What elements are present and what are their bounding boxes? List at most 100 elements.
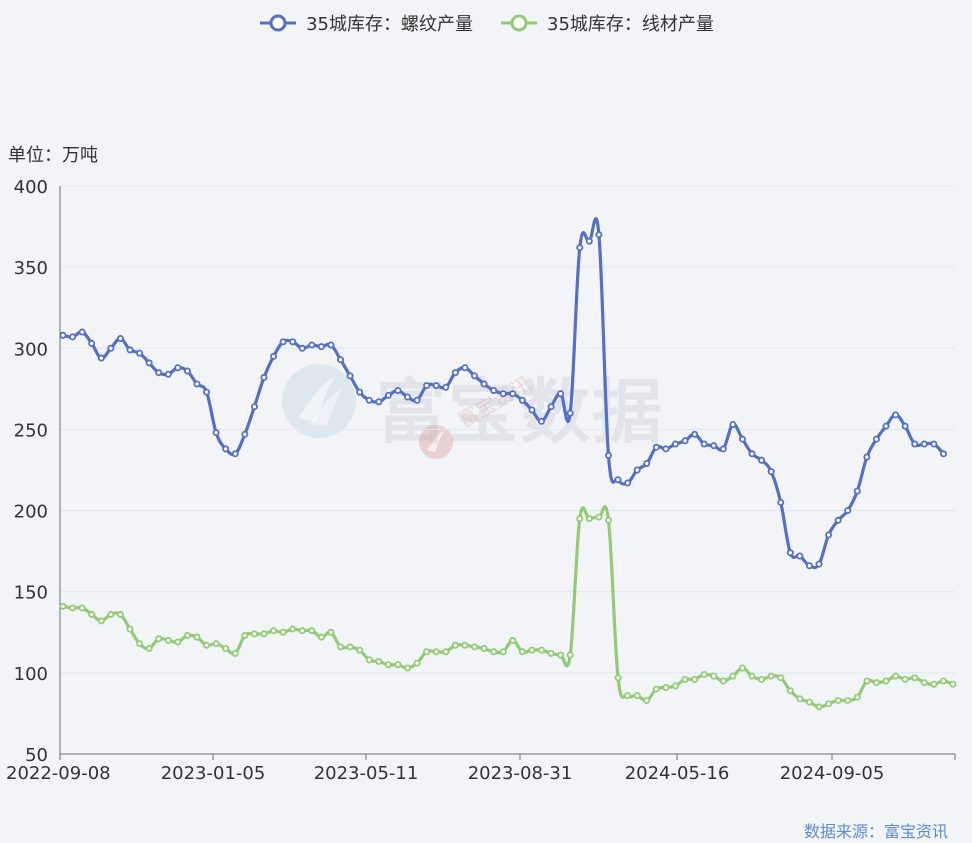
data-point[interactable] (595, 513, 603, 521)
data-point[interactable] (116, 335, 124, 343)
data-point[interactable] (710, 442, 718, 450)
data-point[interactable] (528, 646, 536, 654)
data-point[interactable] (652, 685, 660, 693)
data-point[interactable] (547, 403, 555, 411)
data-point[interactable] (585, 237, 593, 245)
data-point[interactable] (413, 396, 421, 404)
data-point[interactable] (490, 648, 498, 656)
data-point[interactable] (88, 339, 96, 347)
data-point[interactable] (604, 516, 612, 524)
data-point[interactable] (442, 648, 450, 656)
data-point[interactable] (662, 445, 670, 453)
data-point[interactable] (442, 383, 450, 391)
data-point[interactable] (518, 648, 526, 656)
data-point[interactable] (203, 641, 211, 649)
data-point[interactable] (308, 627, 316, 635)
data-point[interactable] (892, 411, 900, 419)
data-point[interactable] (384, 661, 392, 669)
data-point[interactable] (480, 645, 488, 653)
data-point[interactable] (882, 422, 890, 430)
data-point[interactable] (834, 516, 842, 524)
data-point[interactable] (758, 456, 766, 464)
data-point[interactable] (250, 403, 258, 411)
data-point[interactable] (748, 450, 756, 458)
data-point[interactable] (691, 675, 699, 683)
data-point[interactable] (652, 443, 660, 451)
data-point[interactable] (671, 440, 679, 448)
data-point[interactable] (624, 692, 632, 700)
data-point[interactable] (748, 672, 756, 680)
data-point[interactable] (844, 507, 852, 515)
data-point[interactable] (825, 531, 833, 539)
data-point[interactable] (920, 679, 928, 687)
data-point[interactable] (643, 696, 651, 704)
data-point[interactable] (729, 672, 737, 680)
data-point[interactable] (183, 632, 191, 640)
data-point[interactable] (863, 677, 871, 685)
data-point[interactable] (719, 445, 727, 453)
data-point[interactable] (566, 409, 574, 417)
data-point[interactable] (384, 391, 392, 399)
data-point[interactable] (183, 367, 191, 375)
data-point[interactable] (327, 341, 335, 349)
data-point[interactable] (260, 630, 268, 638)
data-point[interactable] (346, 643, 354, 651)
data-point[interactable] (308, 341, 316, 349)
data-point[interactable] (250, 630, 258, 638)
data-point[interactable] (566, 651, 574, 659)
data-point[interactable] (777, 674, 785, 682)
data-point[interactable] (576, 244, 584, 252)
data-point[interactable] (174, 364, 182, 372)
data-point[interactable] (729, 421, 737, 429)
data-point[interactable] (69, 333, 77, 341)
data-point[interactable] (939, 450, 947, 458)
data-point[interactable] (633, 466, 641, 474)
data-point[interactable] (88, 610, 96, 618)
data-point[interactable] (126, 346, 134, 354)
data-point[interactable] (78, 604, 86, 612)
data-point[interactable] (719, 677, 727, 685)
data-point[interactable] (643, 460, 651, 468)
data-point[interactable] (671, 682, 679, 690)
data-point[interactable] (604, 451, 612, 459)
data-point[interactable] (758, 675, 766, 683)
data-point[interactable] (825, 700, 833, 708)
data-point[interactable] (136, 349, 144, 357)
data-point[interactable] (662, 683, 670, 691)
data-point[interactable] (911, 674, 919, 682)
data-point[interactable] (557, 390, 565, 398)
data-point[interactable] (499, 648, 507, 656)
data-point[interactable] (97, 617, 105, 625)
data-point[interactable] (509, 390, 517, 398)
data-point[interactable] (155, 369, 163, 377)
data-point[interactable] (432, 382, 440, 390)
data-point[interactable] (930, 680, 938, 688)
data-point[interactable] (145, 359, 153, 367)
data-point[interactable] (710, 672, 718, 680)
data-point[interactable] (700, 440, 708, 448)
data-point[interactable] (260, 373, 268, 381)
data-point[interactable] (337, 643, 345, 651)
data-point[interactable] (327, 628, 335, 636)
data-point[interactable] (107, 610, 115, 618)
data-point[interactable] (853, 487, 861, 495)
data-point[interactable] (193, 633, 201, 641)
data-point[interactable] (270, 627, 278, 635)
data-point[interactable] (614, 476, 622, 484)
data-point[interactable] (317, 343, 325, 351)
data-point[interactable] (174, 638, 182, 646)
data-point[interactable] (872, 435, 880, 443)
data-point[interactable] (490, 386, 498, 394)
data-point[interactable] (853, 693, 861, 701)
data-point[interactable] (126, 625, 134, 633)
data-point[interactable] (901, 422, 909, 430)
data-point[interactable] (939, 677, 947, 685)
data-point[interactable] (528, 406, 536, 414)
data-point[interactable] (681, 675, 689, 683)
data-point[interactable] (738, 435, 746, 443)
data-point[interactable] (509, 636, 517, 644)
data-point[interactable] (356, 388, 364, 396)
data-point[interactable] (375, 657, 383, 665)
data-point[interactable] (796, 695, 804, 703)
data-point[interactable] (413, 659, 421, 667)
